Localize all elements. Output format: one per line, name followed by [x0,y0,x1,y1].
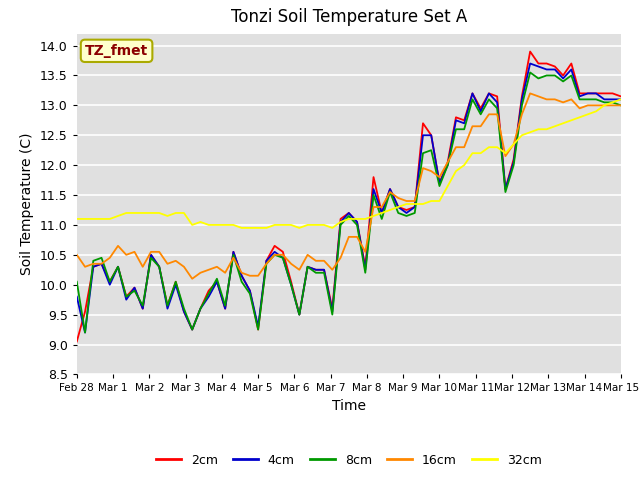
8cm [73,279,81,285]
8cm [147,255,155,261]
4cm [526,60,534,66]
4cm [73,294,81,300]
32cm [328,225,336,231]
32cm [493,144,501,150]
2cm [584,91,591,96]
16cm [188,276,196,282]
4cm [304,264,312,270]
16cm [304,252,312,258]
32cm [617,96,625,102]
16cm [139,264,147,270]
Legend: 2cm, 4cm, 8cm, 16cm, 32cm: 2cm, 4cm, 8cm, 16cm, 32cm [151,449,547,472]
4cm [122,297,130,302]
8cm [584,96,591,102]
Line: 2cm: 2cm [77,51,621,341]
Line: 16cm: 16cm [77,94,621,279]
32cm [73,216,81,222]
X-axis label: Time: Time [332,399,366,413]
8cm [328,312,336,317]
8cm [526,70,534,75]
32cm [156,210,163,216]
16cm [526,91,534,96]
2cm [526,48,534,54]
2cm [139,306,147,312]
2cm [320,267,328,273]
Title: Tonzi Soil Temperature Set A: Tonzi Soil Temperature Set A [230,9,467,26]
32cm [304,222,312,228]
4cm [584,91,591,96]
8cm [304,264,312,270]
16cm [584,102,591,108]
2cm [156,264,163,270]
Y-axis label: Soil Temperature (C): Soil Temperature (C) [20,133,35,275]
32cm [238,225,246,231]
16cm [493,111,501,117]
16cm [617,102,625,108]
4cm [81,330,89,336]
4cm [328,309,336,314]
16cm [114,243,122,249]
16cm [328,267,336,273]
Text: TZ_fmet: TZ_fmet [85,44,148,58]
Line: 32cm: 32cm [77,99,621,228]
2cm [617,94,625,99]
4cm [617,96,625,102]
8cm [81,330,89,336]
8cm [122,294,130,300]
Line: 4cm: 4cm [77,63,621,333]
4cm [493,99,501,105]
Line: 8cm: 8cm [77,72,621,333]
2cm [296,312,303,317]
32cm [139,210,147,216]
32cm [584,111,591,117]
16cm [73,252,81,258]
2cm [485,91,493,96]
4cm [147,252,155,258]
8cm [493,106,501,111]
2cm [73,338,81,344]
8cm [617,102,625,108]
